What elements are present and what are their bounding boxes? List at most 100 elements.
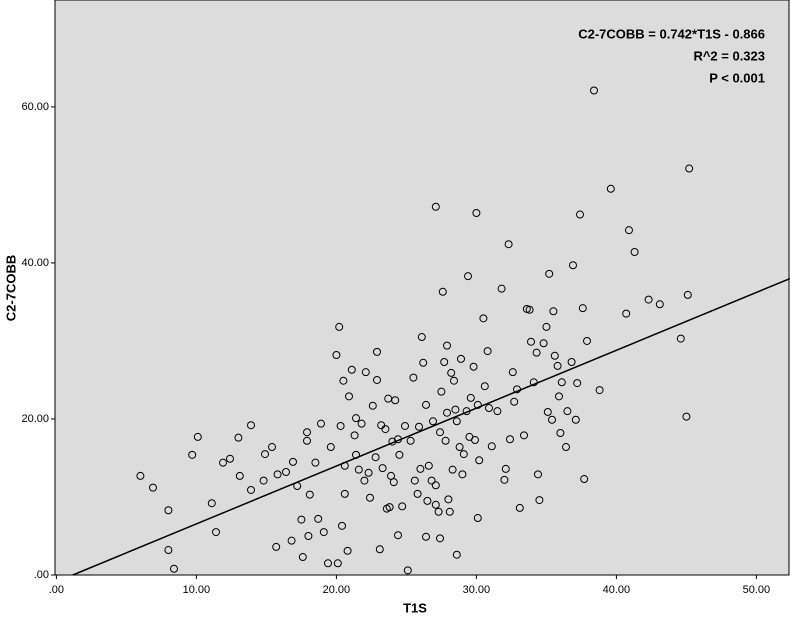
point <box>381 425 390 434</box>
point <box>590 86 598 95</box>
point <box>136 471 145 480</box>
point <box>441 436 450 445</box>
point <box>557 378 566 387</box>
y-tick-label: 40.00 <box>21 257 49 269</box>
point <box>504 240 513 249</box>
point <box>422 400 430 409</box>
point <box>459 450 468 459</box>
point <box>289 457 297 466</box>
point <box>394 531 402 540</box>
point <box>464 272 472 281</box>
point <box>443 341 451 350</box>
point <box>170 564 178 573</box>
point <box>479 314 488 323</box>
point <box>473 514 482 523</box>
y-tick-label: .00 <box>34 569 49 581</box>
point <box>395 450 404 459</box>
point <box>343 546 352 555</box>
point <box>373 375 381 384</box>
point <box>549 307 558 316</box>
annotation: R^2 = 0.323 <box>693 48 765 63</box>
point <box>606 184 615 193</box>
point <box>451 405 460 414</box>
x-tick-label: 20.00 <box>323 584 351 596</box>
point <box>416 464 425 473</box>
y-axis-label: C2-7COBB <box>3 255 18 321</box>
point <box>576 210 584 219</box>
point <box>164 546 173 555</box>
point <box>324 559 332 568</box>
point <box>622 309 631 318</box>
point <box>455 443 464 452</box>
point <box>304 531 313 540</box>
point <box>431 481 440 490</box>
point <box>326 443 335 452</box>
point <box>682 412 691 421</box>
point <box>422 532 430 541</box>
point <box>436 428 444 437</box>
point <box>259 476 268 485</box>
point <box>268 443 276 452</box>
point <box>371 453 380 462</box>
point <box>450 376 458 385</box>
point <box>480 382 489 391</box>
point <box>272 542 281 551</box>
point <box>406 436 415 445</box>
point <box>506 435 514 444</box>
annotation: C2-7COBB = 0.742*T1S - 0.866 <box>578 26 765 41</box>
point <box>347 365 356 374</box>
point <box>466 393 475 402</box>
point <box>303 428 311 437</box>
point <box>366 493 374 502</box>
point <box>424 461 433 470</box>
point <box>193 432 202 441</box>
point <box>493 407 502 416</box>
point <box>389 478 398 487</box>
point <box>360 476 369 485</box>
point <box>550 351 559 360</box>
point <box>548 415 556 424</box>
point <box>580 475 589 484</box>
point <box>413 489 422 498</box>
point <box>595 386 604 395</box>
point <box>319 528 328 537</box>
y-tick-label: 20.00 <box>21 413 49 425</box>
point <box>497 284 506 293</box>
annotation: P < 0.001 <box>709 70 765 85</box>
point <box>452 550 461 559</box>
point <box>207 499 216 508</box>
point <box>429 417 437 426</box>
point <box>676 334 685 343</box>
point <box>567 358 576 367</box>
point <box>438 287 447 296</box>
point <box>378 464 387 473</box>
x-tick-label: .00 <box>49 584 64 596</box>
point <box>472 208 481 217</box>
point <box>340 489 349 498</box>
point <box>375 545 384 554</box>
point <box>515 503 524 512</box>
point <box>508 368 517 377</box>
point <box>685 164 694 173</box>
point <box>625 226 633 235</box>
point <box>458 470 467 479</box>
point <box>520 431 528 440</box>
point <box>630 248 639 257</box>
point <box>473 400 482 409</box>
point <box>447 368 456 377</box>
point <box>445 507 454 516</box>
point <box>273 470 282 479</box>
point <box>569 261 577 270</box>
point <box>423 496 432 505</box>
point <box>434 507 443 516</box>
plot-area <box>54 0 790 576</box>
point <box>317 419 325 428</box>
x-tick-label: 50.00 <box>743 584 771 596</box>
point <box>364 468 373 477</box>
point <box>261 450 269 459</box>
point <box>149 483 157 492</box>
point <box>311 458 320 467</box>
point <box>448 465 457 474</box>
x-tick-label: 30.00 <box>463 584 491 596</box>
